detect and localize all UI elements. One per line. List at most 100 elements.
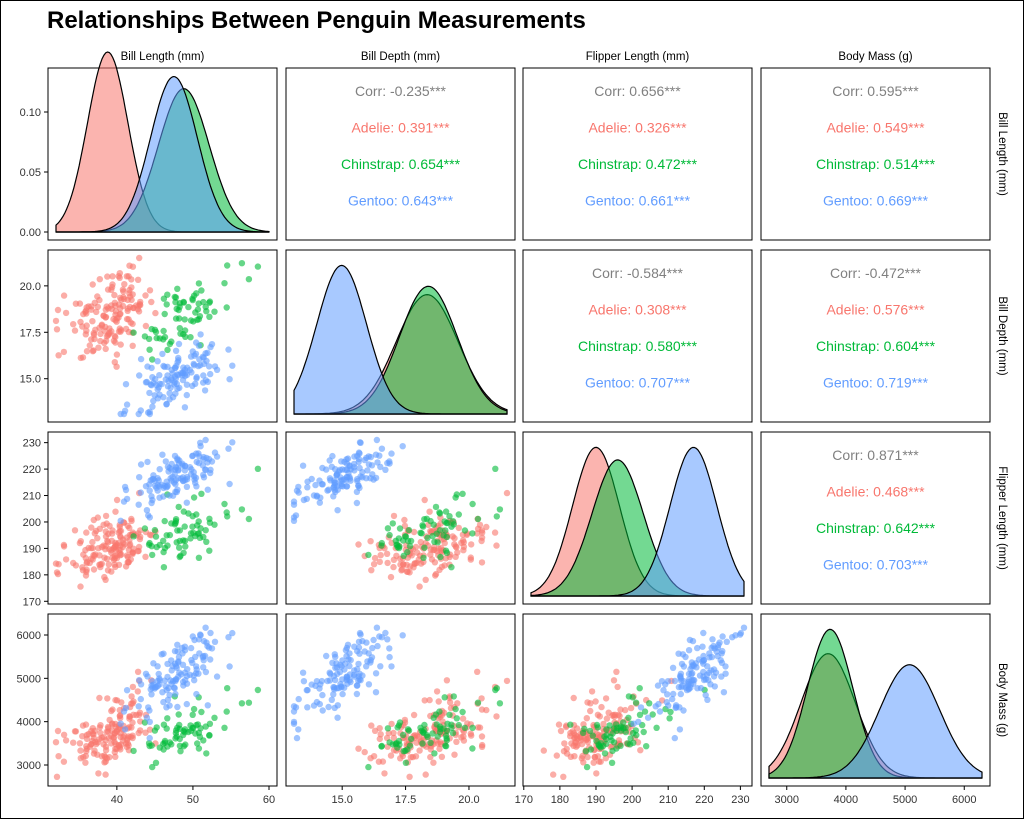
tick-label-y-flipper-length: 170 [23, 596, 41, 608]
point-gentoo [137, 461, 145, 468]
point-gentoo [644, 714, 652, 721]
point-gentoo [346, 463, 353, 470]
point-adelie [416, 747, 423, 754]
point-chinstrap [405, 526, 413, 534]
point-adelie [587, 700, 594, 707]
point-chinstrap [130, 329, 137, 336]
point-adelie [390, 729, 397, 737]
point-chinstrap [206, 519, 214, 526]
point-chinstrap [402, 759, 410, 766]
panel-body-mass-vs-bill-depth [285, 613, 516, 787]
point-chinstrap [419, 522, 426, 529]
point-gentoo [162, 458, 169, 465]
corr-gentoo: Gentoo: 0.669*** [823, 193, 929, 209]
point-gentoo [290, 501, 298, 508]
point-chinstrap [196, 733, 204, 740]
point-gentoo [637, 704, 645, 711]
point-gentoo [204, 702, 211, 709]
point-gentoo [193, 373, 200, 381]
point-adelie [377, 731, 384, 738]
point-chinstrap [443, 737, 450, 744]
point-adelie [436, 745, 443, 753]
point-gentoo [295, 726, 302, 733]
point-adelie [415, 733, 422, 741]
point-adelie [438, 563, 446, 571]
point-adelie [406, 773, 413, 780]
point-chinstrap [629, 694, 636, 701]
point-gentoo [365, 461, 373, 468]
point-gentoo [183, 700, 190, 708]
point-adelie [83, 529, 90, 536]
density-gentoo [531, 446, 745, 597]
point-adelie [478, 534, 486, 541]
point-gentoo [225, 346, 232, 353]
point-adelie [95, 770, 102, 777]
point-adelie [426, 508, 433, 515]
point-gentoo [179, 661, 187, 668]
point-chinstrap [594, 724, 601, 731]
point-chinstrap [211, 308, 218, 315]
point-adelie [62, 556, 70, 563]
point-chinstrap [365, 551, 372, 559]
tick-label-x-flipper-length: 230 [731, 794, 749, 806]
point-gentoo [363, 663, 370, 670]
point-gentoo [327, 670, 334, 678]
point-adelie [86, 743, 94, 750]
corr-gentoo: Gentoo: 0.707*** [585, 375, 691, 391]
point-gentoo [356, 676, 363, 683]
point-adelie [104, 273, 111, 280]
tick-label-x-bill-length: 50 [187, 794, 199, 806]
point-gentoo [378, 445, 386, 452]
point-adelie [100, 312, 107, 319]
point-adelie [146, 287, 154, 294]
point-chinstrap [641, 708, 649, 715]
point-adelie [478, 559, 486, 566]
point-adelie [503, 489, 511, 497]
point-gentoo [694, 644, 701, 652]
point-chinstrap [152, 759, 160, 766]
tick-label-x-bill-length: 40 [111, 794, 123, 806]
point-gentoo [665, 702, 672, 709]
point-chinstrap [130, 533, 137, 540]
point-adelie [85, 303, 92, 310]
point-gentoo [200, 471, 207, 479]
point-chinstrap [177, 552, 184, 559]
corr-chinstrap: Chinstrap: 0.472*** [578, 156, 698, 172]
point-gentoo [700, 660, 707, 667]
point-gentoo [377, 663, 384, 670]
point-gentoo [175, 340, 183, 348]
point-adelie [91, 530, 99, 537]
point-adelie [570, 730, 578, 737]
point-chinstrap [444, 720, 451, 727]
point-adelie [454, 549, 461, 556]
point-adelie [85, 544, 92, 552]
point-chinstrap [152, 328, 160, 336]
corr-chinstrap: Chinstrap: 0.514*** [816, 156, 936, 172]
point-adelie [410, 711, 418, 719]
point-adelie [483, 706, 490, 714]
point-adelie [125, 747, 133, 754]
point-gentoo [356, 484, 363, 492]
point-chinstrap [400, 552, 407, 559]
point-gentoo [199, 353, 206, 360]
point-adelie [134, 276, 142, 283]
point-adelie [603, 715, 611, 722]
point-gentoo [148, 493, 155, 500]
point-adelie [437, 544, 445, 552]
point-chinstrap [607, 733, 614, 740]
point-gentoo [382, 629, 389, 637]
point-adelie [406, 569, 413, 576]
point-chinstrap [437, 725, 444, 732]
point-gentoo [372, 689, 380, 696]
row-header-bill-length: Bill Length (mm) [996, 112, 1008, 196]
point-gentoo [319, 707, 326, 714]
point-adelie [390, 734, 398, 742]
point-gentoo [332, 676, 339, 684]
point-gentoo [361, 456, 368, 464]
point-adelie [94, 514, 102, 521]
point-chinstrap [469, 724, 476, 731]
point-gentoo [347, 656, 354, 664]
point-gentoo [172, 347, 180, 354]
corr-adelie: Adelie: 0.308*** [588, 302, 687, 318]
point-chinstrap [431, 750, 438, 757]
